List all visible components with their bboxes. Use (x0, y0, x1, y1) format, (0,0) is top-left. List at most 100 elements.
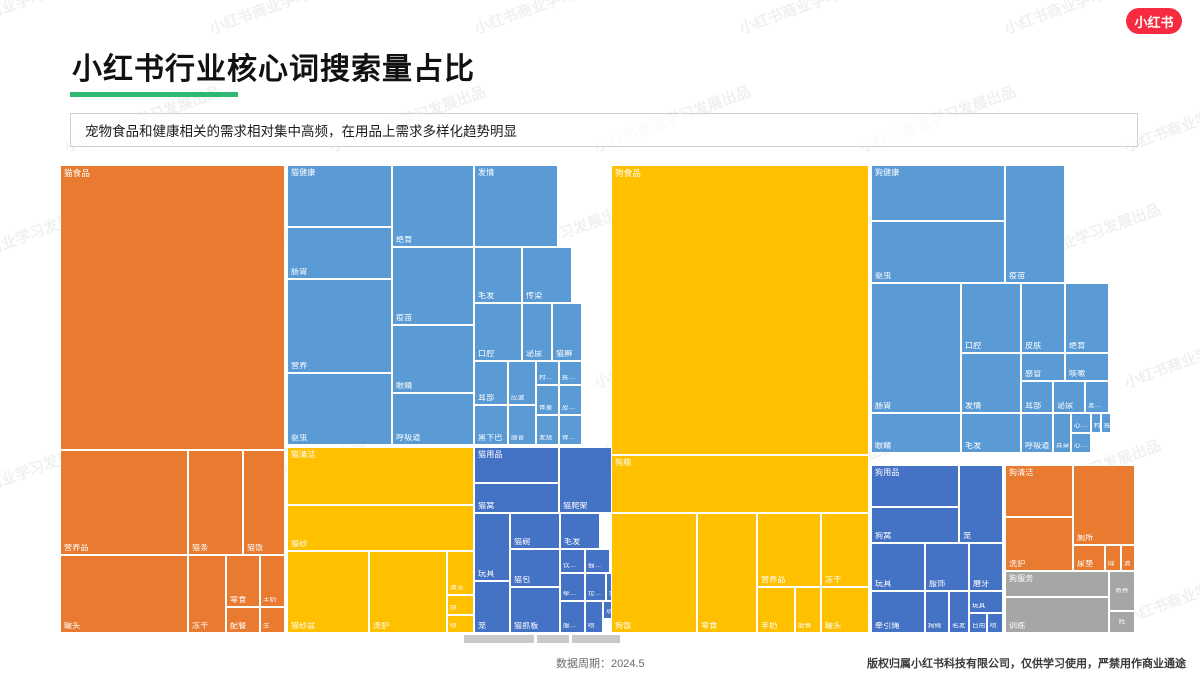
treemap-cell[interactable]: 驱虫 (871, 221, 1005, 283)
treemap-cell[interactable]: 绝育 (1065, 283, 1109, 353)
treemap-cell[interactable]: 清洁 (447, 551, 474, 595)
treemap-cell[interactable]: 羊奶 (757, 587, 795, 633)
treemap-cell[interactable]: 日用 (969, 613, 987, 633)
treemap-cell[interactable]: 狗清洁 (1005, 465, 1073, 517)
treemap-cell[interactable]: 猫… (585, 549, 610, 573)
treemap-cell[interactable]: 狗用品 (871, 465, 959, 507)
treemap-cell[interactable]: 应激 (508, 361, 536, 405)
treemap-cell[interactable]: 口腔 (474, 303, 522, 361)
treemap-cell[interactable]: 耳朵 (1053, 413, 1071, 453)
treemap-cell[interactable]: 狗健康 (871, 165, 1005, 221)
scrollbar-strip-2[interactable] (537, 635, 569, 643)
treemap-cell[interactable]: 狗饭 (611, 513, 697, 633)
scrollbar-strip-1[interactable] (464, 635, 534, 643)
treemap-cell[interactable]: 狗粮 (611, 455, 869, 513)
treemap-cell[interactable]: 疫苗 (392, 247, 474, 325)
treemap-cell[interactable]: 毛发 (949, 591, 969, 633)
treemap-cell[interactable]: 发情 (474, 165, 558, 247)
treemap-cell[interactable]: 发… (1085, 381, 1109, 413)
treemap-cell[interactable]: 罐头 (821, 587, 869, 633)
treemap-cell[interactable]: 除 (447, 595, 474, 615)
treemap-cell[interactable]: 眼睛 (392, 325, 474, 393)
treemap-cell[interactable]: 驱虫 (287, 373, 392, 445)
treemap-cell[interactable]: 耳部 (474, 361, 508, 405)
treemap-cell[interactable]: 托 (1109, 611, 1135, 633)
treemap-cell[interactable]: 营养 (287, 279, 392, 373)
treemap-cell[interactable]: 喷 (987, 613, 1003, 633)
treemap-cell[interactable]: 训练 (1005, 597, 1109, 633)
treemap-cell[interactable]: 心… (1071, 413, 1091, 433)
treemap-cell[interactable]: 泌尿 (522, 303, 552, 361)
treemap-cell[interactable]: 猫抓板 (510, 587, 560, 633)
treemap-cell[interactable]: 洗护 (369, 551, 447, 633)
treemap-cell[interactable]: 狗服务 (1005, 571, 1109, 597)
treemap-cell[interactable]: 毛发 (474, 247, 522, 303)
treemap-cell[interactable]: 猫清洁 (287, 447, 474, 505)
treemap-cell[interactable]: 服… (560, 601, 585, 633)
treemap-cell[interactable]: 笼 (959, 465, 1003, 543)
treemap-cell[interactable]: 心… (1071, 433, 1091, 453)
treemap-cell[interactable]: 营养品 (60, 450, 188, 555)
treemap-cell[interactable]: 狗食品 (611, 165, 869, 455)
treemap-cell[interactable]: 生 (260, 607, 285, 633)
treemap-cell[interactable]: 呼吸道 (392, 393, 474, 445)
treemap-cell[interactable]: 疾… (559, 361, 582, 385)
treemap-cell[interactable]: 感冒 (508, 405, 536, 445)
treemap-cell[interactable]: 猫砂 (287, 505, 474, 551)
treemap-cell[interactable]: 猫健康 (287, 165, 392, 227)
treemap-cell[interactable]: 猫用品 (474, 447, 559, 483)
treemap-cell[interactable]: 牵引绳 (871, 591, 925, 633)
treemap-cell[interactable]: 绝育 (392, 165, 474, 247)
treemap-cell[interactable]: 疫苗 (1005, 165, 1065, 283)
treemap-cell[interactable]: 营养品 (757, 513, 821, 587)
treemap-cell[interactable]: 零食 (226, 555, 260, 607)
treemap-cell[interactable]: 呼吸道 (1021, 413, 1053, 453)
treemap-cell[interactable]: 皮肤 (1021, 283, 1065, 353)
treemap-cell[interactable]: 传染 (522, 247, 572, 303)
treemap-cell[interactable]: 垃… (585, 573, 606, 601)
treemap-cell[interactable]: 疾… (1101, 413, 1111, 433)
treemap-cell[interactable]: 口腔 (961, 283, 1021, 353)
treemap-cell[interactable]: 尿垫 (1073, 545, 1105, 571)
treemap-cell[interactable]: 咳嗽 (1065, 353, 1109, 381)
treemap-cell[interactable]: 罐头 (60, 555, 188, 633)
treemap-cell[interactable]: 猫砂盆 (287, 551, 369, 633)
treemap-cell[interactable]: 配餐 (226, 607, 260, 633)
scrollbar-strip-3[interactable] (572, 635, 620, 643)
treemap-cell[interactable]: 猫饭 (243, 450, 285, 555)
treemap-cell[interactable]: 玩具 (474, 513, 510, 581)
treemap-cell[interactable]: 村… (1091, 413, 1101, 433)
treemap-cell[interactable]: 清 (1121, 545, 1135, 571)
treemap-cell[interactable]: 厕所 (1073, 465, 1135, 545)
treemap-cell[interactable]: 猫食品 (60, 165, 285, 450)
treemap-cell[interactable]: 狗窝 (871, 507, 959, 543)
treemap-cell[interactable]: 发情 (961, 353, 1021, 413)
treemap-cell[interactable]: 除 (1105, 545, 1121, 571)
treemap-cell[interactable]: 肠胃 (287, 227, 392, 279)
treemap-cell[interactable]: 服饰 (925, 543, 969, 591)
treemap-cell[interactable]: 毛发 (560, 513, 600, 549)
treemap-cell[interactable]: 猫包 (510, 549, 560, 587)
treemap-cell[interactable]: 猫条 (188, 450, 243, 555)
treemap-cell[interactable]: 冻干 (821, 513, 869, 587)
treemap-cell[interactable]: 村… (536, 361, 559, 385)
treemap-cell[interactable]: 饮… (560, 549, 585, 573)
treemap-cell[interactable]: 发烧 (536, 415, 559, 445)
treemap-cell[interactable]: 磨牙 (969, 543, 1003, 591)
treemap-cell[interactable]: 洗护 (1005, 517, 1073, 571)
treemap-cell[interactable]: 感冒 (1021, 353, 1065, 381)
treemap-cell[interactable]: 喷 (585, 601, 603, 633)
treemap-cell[interactable]: 喷 (447, 615, 474, 633)
treemap-cell[interactable]: 玩具 (969, 591, 1003, 613)
treemap-cell[interactable]: 耳部 (1021, 381, 1053, 413)
treemap-cell[interactable]: 牵… (560, 573, 585, 601)
treemap-cell[interactable]: 猫窝 (474, 483, 559, 513)
treemap-cell[interactable]: 黑下巴 (474, 405, 508, 445)
treemap-cell[interactable]: 羊奶 (260, 555, 285, 607)
treemap-cell[interactable]: 毛发 (961, 413, 1021, 453)
treemap-cell[interactable]: 狗碗 (925, 591, 949, 633)
treemap-cell[interactable]: 配餐 (795, 587, 821, 633)
treemap-cell[interactable]: 肠胃 (871, 283, 961, 413)
treemap-cell[interactable]: 体重 (536, 385, 559, 415)
treemap-cell[interactable]: 泌尿 (1053, 381, 1085, 413)
